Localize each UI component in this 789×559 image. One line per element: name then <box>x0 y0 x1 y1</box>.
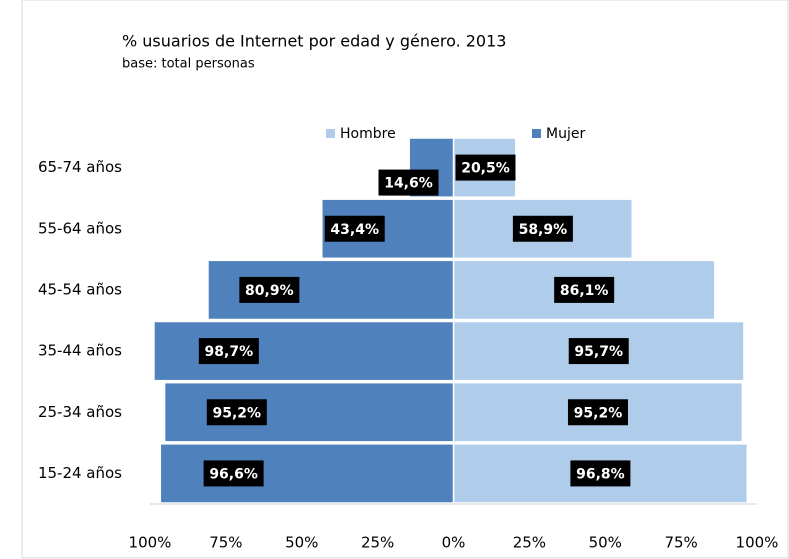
value-label-box <box>198 338 259 365</box>
x-tick-label: 25% <box>513 534 546 552</box>
value-label-box <box>324 215 385 242</box>
x-tick-label: 0% <box>442 534 466 552</box>
chart-title: % usuarios de Internet por edad y género… <box>122 32 506 51</box>
x-tick-label: 25% <box>361 534 394 552</box>
value-label-box <box>570 460 631 487</box>
value-label: 86,1% <box>560 283 609 299</box>
y-tick-label: 65-74 años <box>38 158 122 176</box>
value-label: 43,4% <box>330 222 379 238</box>
legend-swatch <box>532 129 541 138</box>
legend-swatch <box>326 129 335 138</box>
x-tick-label: 50% <box>285 534 318 552</box>
value-label-box <box>455 154 516 181</box>
legend-label: Mujer <box>546 126 585 142</box>
value-label-box <box>203 460 264 487</box>
value-label: 58,9% <box>519 222 568 238</box>
x-tick-label: 75% <box>664 534 697 552</box>
y-tick-label: 15-24 años <box>38 464 122 482</box>
y-tick-label: 45-54 años <box>38 280 122 298</box>
y-tick-label: 35-44 años <box>38 342 122 360</box>
value-label-box <box>378 169 439 196</box>
value-label: 96,6% <box>209 466 258 482</box>
chart-subtitle: base: total personas <box>122 57 255 72</box>
bar <box>153 320 455 382</box>
chart-frame <box>21 0 789 559</box>
value-label-box <box>568 338 629 365</box>
value-label: 14,6% <box>384 176 433 192</box>
value-label: 80,9% <box>245 283 294 299</box>
value-label: 96,8% <box>576 466 625 482</box>
y-tick-label: 25-34 años <box>38 403 122 421</box>
value-label: 95,2% <box>213 405 262 421</box>
value-label: 98,7% <box>205 344 254 360</box>
x-tick-label: 50% <box>589 534 622 552</box>
value-label-box <box>567 399 628 426</box>
value-label-box <box>239 276 300 303</box>
x-tick-label: 75% <box>209 534 242 552</box>
y-tick-label: 55-64 años <box>38 219 122 237</box>
x-tick-label: 100% <box>736 534 779 552</box>
value-label: 20,5% <box>461 161 510 177</box>
value-label: 95,2% <box>574 405 623 421</box>
value-label-box <box>512 215 573 242</box>
value-label-box <box>554 276 615 303</box>
value-label: 95,7% <box>574 344 623 360</box>
x-tick-label: 100% <box>129 534 172 552</box>
value-label-box <box>206 399 267 426</box>
legend-label: Hombre <box>340 126 396 142</box>
